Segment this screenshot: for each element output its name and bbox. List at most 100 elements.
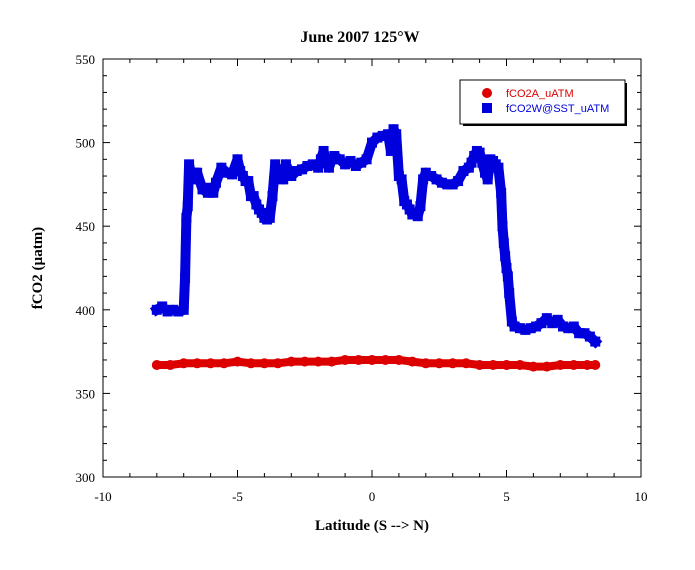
data-point — [590, 359, 601, 370]
axis-tick-labels: -10 -5 0 5 10 300 350 400 450 500 550 — [76, 52, 648, 504]
data-point — [447, 358, 458, 369]
data-point — [318, 145, 329, 156]
data-point — [477, 157, 488, 168]
data-point — [372, 132, 383, 143]
data-point — [243, 176, 254, 187]
series-track — [149, 124, 603, 349]
data-point — [442, 179, 453, 190]
data-point — [584, 331, 595, 342]
data-point — [202, 187, 213, 198]
data-point — [272, 358, 283, 369]
data-point — [184, 159, 195, 170]
data-point — [482, 174, 493, 185]
legend-label-fco2w: fCO2W@SST_uATM — [506, 103, 609, 115]
data-point — [582, 359, 593, 370]
y-axis-label: fCO2 (µatm) — [30, 227, 46, 309]
data-point — [345, 155, 356, 166]
data-point — [353, 354, 364, 365]
data-point — [192, 167, 203, 178]
data-point — [407, 356, 418, 367]
x-tick-label: -5 — [232, 489, 243, 504]
data-point — [447, 179, 458, 190]
data-point — [393, 354, 404, 365]
data-point — [180, 273, 191, 284]
data-point — [182, 201, 193, 212]
data-point — [178, 358, 189, 369]
data-point — [388, 124, 399, 135]
data-point — [383, 129, 394, 140]
data-point — [380, 354, 391, 365]
data-point — [520, 324, 531, 335]
y-tick-label: 450 — [76, 219, 96, 234]
data-point — [504, 288, 515, 299]
data-point — [528, 361, 539, 372]
data-point — [302, 161, 313, 172]
data-point — [568, 359, 579, 370]
data-point — [205, 358, 216, 369]
data-point — [506, 316, 517, 327]
data-point — [334, 154, 345, 165]
data-point — [453, 176, 464, 187]
data-point — [173, 306, 184, 317]
x-axis-label: Latitude (S --> N) — [315, 518, 429, 534]
data-point — [497, 221, 508, 232]
data-point — [270, 159, 281, 170]
data-point — [232, 154, 243, 165]
data-point — [509, 321, 520, 332]
data-point — [463, 162, 474, 173]
data-point — [574, 328, 585, 339]
data-point — [165, 359, 176, 370]
data-point — [557, 321, 568, 332]
y-tick-label: 400 — [76, 303, 96, 318]
y-tick-label: 500 — [76, 136, 96, 151]
y-tick-label: 350 — [76, 386, 96, 401]
data-point — [514, 323, 525, 334]
data-point — [216, 162, 227, 173]
series-track — [152, 355, 600, 371]
data-point — [418, 174, 429, 185]
data-point — [563, 323, 574, 334]
data-point — [186, 174, 197, 185]
data-point — [426, 171, 437, 182]
data-point — [208, 187, 219, 198]
data-point — [500, 251, 511, 262]
data-point — [461, 358, 472, 369]
data-point — [434, 358, 445, 369]
legend-box-shadow-bottom — [463, 124, 627, 126]
data-point — [412, 211, 423, 222]
data-point — [474, 147, 485, 158]
data-point — [315, 154, 326, 165]
data-series-layer — [149, 124, 603, 372]
data-point — [219, 358, 230, 369]
chart-title: June 2007 125°W — [300, 29, 419, 46]
data-point — [525, 323, 536, 334]
data-point — [286, 356, 297, 367]
data-point — [286, 171, 297, 182]
legend: fCO2A_uATM fCO2W@SST_uATM — [459, 79, 627, 126]
data-point — [547, 318, 558, 329]
data-point — [321, 157, 332, 168]
data-point — [568, 321, 579, 332]
data-point — [340, 159, 351, 170]
data-point — [237, 171, 248, 182]
data-point — [488, 359, 499, 370]
y-tick-label: 550 — [76, 52, 96, 67]
data-point — [151, 304, 162, 315]
data-point — [493, 162, 504, 173]
data-point — [501, 359, 512, 370]
data-point — [458, 166, 469, 177]
data-point — [291, 166, 302, 177]
legend-box-shadow — [625, 83, 627, 126]
data-point — [498, 237, 509, 248]
legend-label-fco2a: fCO2A_uATM — [506, 88, 574, 100]
data-point — [210, 177, 221, 188]
data-point — [264, 212, 275, 223]
legend-marker-fco2w — [482, 103, 492, 113]
data-point — [404, 204, 415, 215]
x-tick-label: 0 — [369, 489, 376, 504]
data-point — [235, 166, 246, 177]
data-point — [466, 157, 477, 168]
data-point — [167, 304, 178, 315]
